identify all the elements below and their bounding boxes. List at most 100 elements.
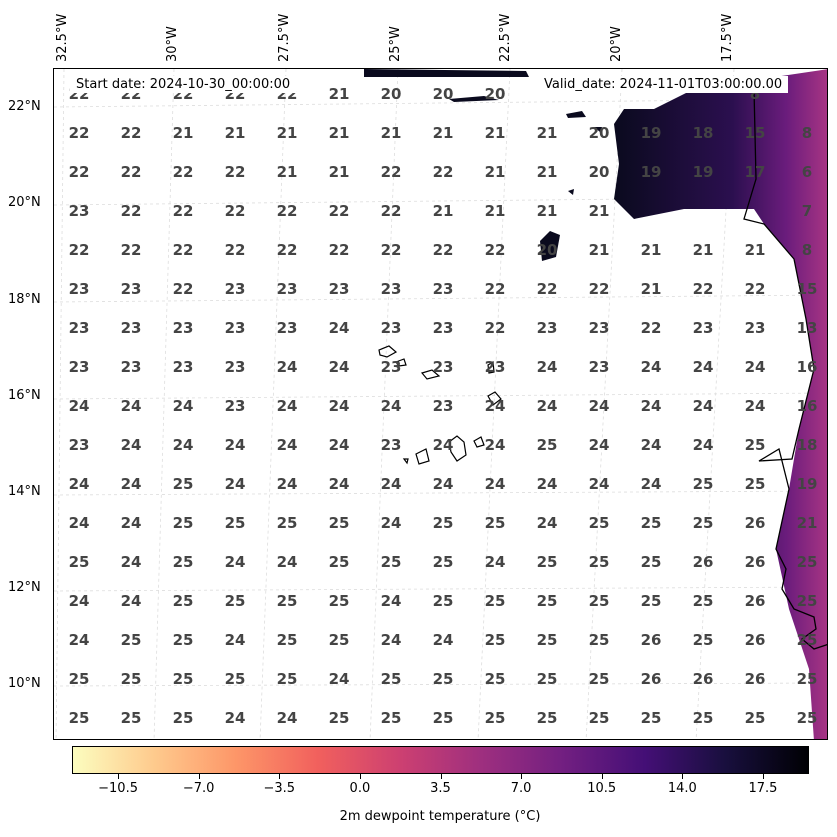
grid-value: 26 (744, 670, 766, 688)
grid-value: 25 (432, 592, 454, 610)
grid-value: 24 (380, 514, 402, 532)
start-date-label: Start date: 2024-10-30_00:00:00 (70, 76, 297, 93)
grid-value: 24 (276, 436, 298, 454)
grid-value: 25 (172, 553, 194, 571)
grid-value: 22 (172, 241, 194, 259)
grid-value: 25 (588, 709, 610, 727)
grid-value: 21 (328, 85, 350, 103)
grid-value: 13 (796, 319, 818, 337)
grid-value: 24 (484, 436, 506, 454)
colorbar-tick-label: 10.5 (587, 781, 617, 796)
grid-value: 24 (120, 475, 142, 493)
grid-value: 21 (744, 241, 766, 259)
grid-value: 25 (692, 514, 714, 532)
grid-value: 20 (484, 85, 506, 103)
grid-value: 22 (224, 241, 246, 259)
grid-value: 25 (536, 631, 558, 649)
grid-value: 25 (796, 709, 818, 727)
grid-value: 23 (276, 280, 298, 298)
lon-label: 20°W (609, 26, 624, 62)
grid-value: 25 (224, 514, 246, 532)
grid-value: 23 (68, 319, 90, 337)
colorbar-tick-label: 3.5 (430, 781, 451, 796)
grid-value: 23 (484, 358, 506, 376)
colorbar-label: 2m dewpoint temperature (°C) (339, 809, 541, 824)
grid-value: 25 (796, 631, 818, 649)
grid-value: 25 (432, 553, 454, 571)
grid-value: 25 (640, 514, 662, 532)
grid-value: 25 (744, 709, 766, 727)
grid-value: 25 (744, 475, 766, 493)
grid-value: 23 (120, 280, 142, 298)
grid-value: 26 (744, 592, 766, 610)
grid-value: 18 (796, 436, 818, 454)
valid-date-label: Valid_date: 2024-11-01T03:00:00.00 (538, 76, 789, 93)
grid-value: 25 (68, 670, 90, 688)
colorbar-tick-mark (521, 774, 523, 779)
grid-value: 22 (380, 163, 402, 181)
grid-value: 23 (120, 358, 142, 376)
grid-value: 24 (276, 709, 298, 727)
grid-value: 25 (432, 709, 454, 727)
grid-value: 22 (172, 163, 194, 181)
lat-label: 10°N (8, 676, 41, 691)
grid-value: 25 (380, 709, 402, 727)
grid-value: 15 (744, 124, 766, 142)
grid-value: 21 (224, 124, 246, 142)
grid-value: 25 (484, 592, 506, 610)
grid-value: 21 (536, 202, 558, 220)
grid-value: 25 (484, 670, 506, 688)
grid-value: 25 (328, 631, 350, 649)
grid-value: 24 (224, 475, 246, 493)
grid-value: 23 (224, 397, 246, 415)
grid-value: 25 (224, 670, 246, 688)
grid-value: 23 (432, 280, 454, 298)
grid-value: 24 (380, 592, 402, 610)
grid-value: 24 (224, 436, 246, 454)
grid-value: 24 (588, 436, 610, 454)
grid-value: 25 (68, 709, 90, 727)
grid-value: 24 (640, 358, 662, 376)
grid-value: 23 (172, 319, 194, 337)
grid-value: 21 (484, 163, 506, 181)
colorbar-tick-mark (279, 774, 281, 779)
lon-label: 27.5°W (277, 13, 292, 62)
grid-value: 22 (68, 163, 90, 181)
colorbar (72, 746, 809, 774)
grid-value: 25 (380, 553, 402, 571)
grid-value: 22 (484, 241, 506, 259)
grid-value: 22 (744, 280, 766, 298)
grid-value: 23 (432, 358, 454, 376)
grid-value: 17 (744, 163, 766, 181)
grid-value: 19 (640, 124, 662, 142)
grid-value: 21 (588, 241, 610, 259)
grid-value: 24 (328, 475, 350, 493)
grid-value: 22 (120, 241, 142, 259)
grid-value: 22 (276, 202, 298, 220)
grid-value: 25 (536, 709, 558, 727)
grid-value: 25 (588, 670, 610, 688)
grid-value: 23 (172, 358, 194, 376)
grid-value: 22 (380, 202, 402, 220)
grid-value: 24 (536, 514, 558, 532)
grid-value: 23 (432, 319, 454, 337)
grid-value: 23 (224, 358, 246, 376)
grid-value: 24 (744, 358, 766, 376)
grid-value: 22 (276, 241, 298, 259)
grid-value: 25 (172, 514, 194, 532)
grid-value: 25 (744, 436, 766, 454)
grid-value: 22 (172, 280, 194, 298)
grid-value: 24 (484, 475, 506, 493)
grid-value: 23 (536, 319, 558, 337)
lat-label: 18°N (8, 292, 41, 307)
grid-value: 24 (68, 631, 90, 649)
grid-value: 24 (328, 397, 350, 415)
grid-value: 24 (536, 358, 558, 376)
grid-value: 24 (224, 709, 246, 727)
grid-value: 23 (380, 319, 402, 337)
grid-value: 20 (536, 241, 558, 259)
grid-value: 25 (68, 553, 90, 571)
colorbar-tick-label: 0.0 (349, 781, 371, 796)
grid-value: 21 (432, 124, 454, 142)
grid-value: 24 (484, 397, 506, 415)
